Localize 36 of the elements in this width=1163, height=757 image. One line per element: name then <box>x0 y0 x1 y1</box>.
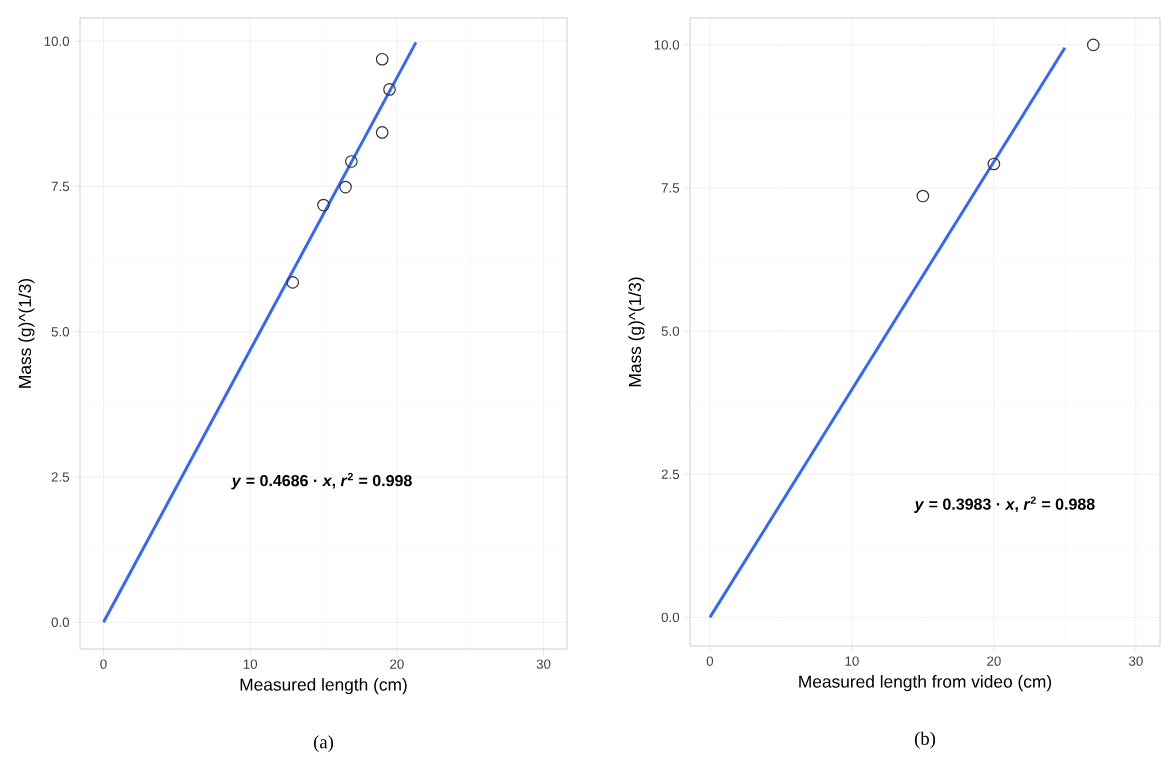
x-tick-label: 0 <box>706 656 714 667</box>
point <box>916 189 930 203</box>
point <box>317 198 330 212</box>
y-tick-label: 0.0 <box>661 612 680 623</box>
point <box>286 276 300 289</box>
x-axis-title: Measured length from video (cm) <box>799 675 1052 692</box>
x-tick-label: 30 <box>536 659 551 670</box>
y-axis-title: Mass (g)^(1/3) <box>18 279 35 388</box>
y-tick-label: 7.5 <box>51 182 70 192</box>
y-tick-label: 5.0 <box>51 327 70 337</box>
annotation: y = 0.3983 · x, r$^{2}$ = 0.988 <box>913 496 1095 514</box>
y-tick-label: 2.5 <box>51 472 70 482</box>
point <box>339 180 352 194</box>
x-tick-label: 30 <box>1128 656 1143 667</box>
point <box>1086 38 1100 52</box>
y-axis-title: Mass (g)^(1/3) <box>628 277 645 387</box>
point <box>987 157 1001 171</box>
text: (a) <box>313 735 334 753</box>
x-axis-title: Measured length (cm) <box>240 678 407 695</box>
point <box>345 155 358 169</box>
y-tick-label: 5.0 <box>661 326 680 337</box>
x-tick-label: 20 <box>987 656 1001 667</box>
y-tick-label: 7.5 <box>661 183 680 193</box>
annotation: y = 0.4686 · x, r$^{2}$ = 0.998 <box>231 473 412 490</box>
point <box>375 53 389 66</box>
text: (b) <box>914 731 936 749</box>
point <box>375 126 389 139</box>
y-tick-label: 0.0 <box>51 617 70 628</box>
x-tick-label: 20 <box>390 659 404 670</box>
x-tick-label: 0 <box>100 659 107 670</box>
x-tick-label: 10 <box>243 659 258 670</box>
x-tick-label: 10 <box>845 656 859 667</box>
y-tick-label: 10.0 <box>44 36 70 47</box>
point <box>383 83 396 97</box>
y-tick-label: 2.5 <box>661 469 680 480</box>
y-tick-label: 10.0 <box>654 40 680 50</box>
